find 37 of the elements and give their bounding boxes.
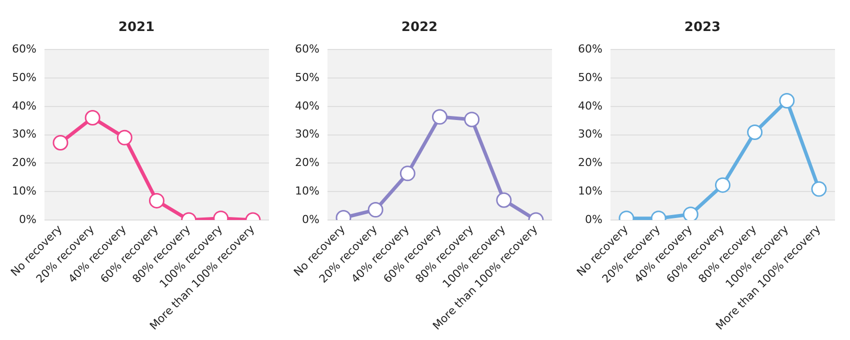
point xyxy=(496,192,512,208)
y-tick-label: 40% xyxy=(294,99,320,112)
point xyxy=(400,166,416,182)
y-tick-label: 30% xyxy=(294,128,320,141)
point xyxy=(747,124,763,140)
y-tick-label: 60% xyxy=(578,42,602,56)
point xyxy=(682,206,698,220)
y-tick-label: 20% xyxy=(12,156,36,170)
y-tick-label: 40% xyxy=(578,99,602,112)
y-tick-label: 10% xyxy=(294,184,320,198)
y-tick-label: 0% xyxy=(584,212,602,226)
y-tick-label: 20% xyxy=(294,156,320,170)
y-tick-label: 0% xyxy=(18,212,36,226)
y-tick-label: 60% xyxy=(12,42,36,56)
y-tick-label: 30% xyxy=(12,128,36,141)
point xyxy=(52,135,68,151)
point xyxy=(779,92,795,108)
y-tick-label: 10% xyxy=(578,184,602,198)
y-tick-label: 50% xyxy=(294,70,320,84)
point xyxy=(714,177,730,193)
y-tick-label: 40% xyxy=(12,99,36,112)
point xyxy=(464,112,480,128)
y-tick-label: 10% xyxy=(12,184,36,198)
y-tick-label: 30% xyxy=(578,128,602,141)
y-tick-label: 0% xyxy=(302,212,320,226)
point xyxy=(116,130,132,146)
y-tick-label: 60% xyxy=(294,42,320,56)
point xyxy=(84,110,100,126)
chart-title: 2023 xyxy=(684,20,721,36)
y-tick-label: 20% xyxy=(578,156,602,170)
point xyxy=(368,202,384,218)
y-tick-label: 50% xyxy=(12,70,36,84)
y-tick-label: 50% xyxy=(578,70,602,84)
point xyxy=(432,109,448,125)
point xyxy=(811,181,827,197)
chart-title: 2021 xyxy=(118,20,155,36)
chart-title: 2022 xyxy=(401,20,438,36)
